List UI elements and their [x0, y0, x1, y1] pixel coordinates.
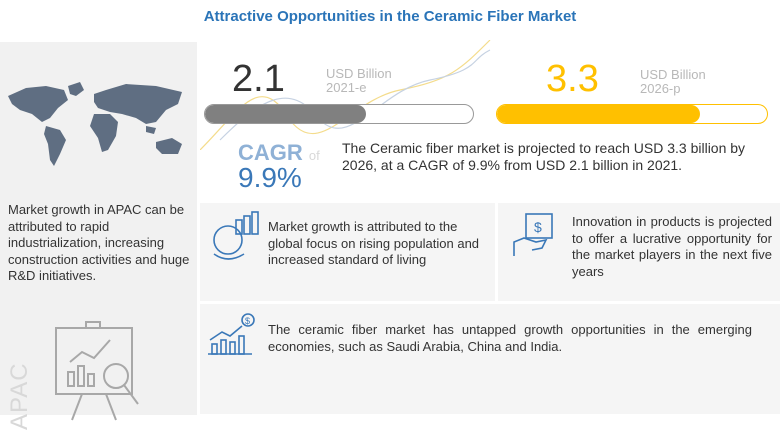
presentation-analytics-icon: [55, 321, 139, 421]
cagr-value: 9.9%: [238, 162, 302, 193]
market-2021-value: 2.1: [232, 58, 285, 100]
market-2026-bar: [496, 104, 768, 124]
insight-innovation-text: Innovation in products is projected to o…: [572, 214, 772, 279]
cagr-label-text: CAGR: [238, 140, 303, 165]
insight-untapped-text: The ceramic fiber market has untapped gr…: [268, 322, 752, 354]
market-2021-bar: [204, 104, 474, 124]
insight-box-population: [200, 203, 495, 301]
market-2026-unit: USD Billion: [640, 67, 706, 82]
apac-label: APAC: [6, 362, 33, 430]
svg-text:$: $: [245, 316, 250, 326]
apac-panel: Market growth in APAC can be attributed …: [0, 42, 197, 430]
market-2021-year: 2021-e: [326, 80, 367, 95]
insight-box-untapped: [200, 304, 780, 414]
market-2026-value: 3.3: [546, 58, 599, 100]
population-growth-icon: [213, 211, 259, 260]
projection-text: The Ceramic fiber market is projected to…: [342, 140, 746, 173]
market-2026-bar-fill: [497, 105, 700, 123]
page-title: Attractive Opportunities in the Ceramic …: [203, 8, 577, 25]
cagr-label: CAGR of: [238, 140, 320, 166]
market-2021-bar-fill: [205, 105, 366, 123]
insight-box-innovation: [498, 203, 780, 301]
world-map-icon: [8, 82, 182, 166]
market-2026-year: 2026-p: [640, 81, 681, 96]
apac-growth-text: Market growth in APAC can be attributed …: [8, 202, 190, 283]
cagr-of: of: [308, 148, 320, 163]
growth-chart-dollar-icon: $: [208, 313, 255, 355]
market-2021-unit: USD Billion: [326, 66, 392, 81]
innovation-money-icon: $: [513, 213, 553, 256]
svg-text:$: $: [534, 219, 542, 235]
insight-population-text: Market growth is attributed to the globa…: [268, 219, 480, 267]
